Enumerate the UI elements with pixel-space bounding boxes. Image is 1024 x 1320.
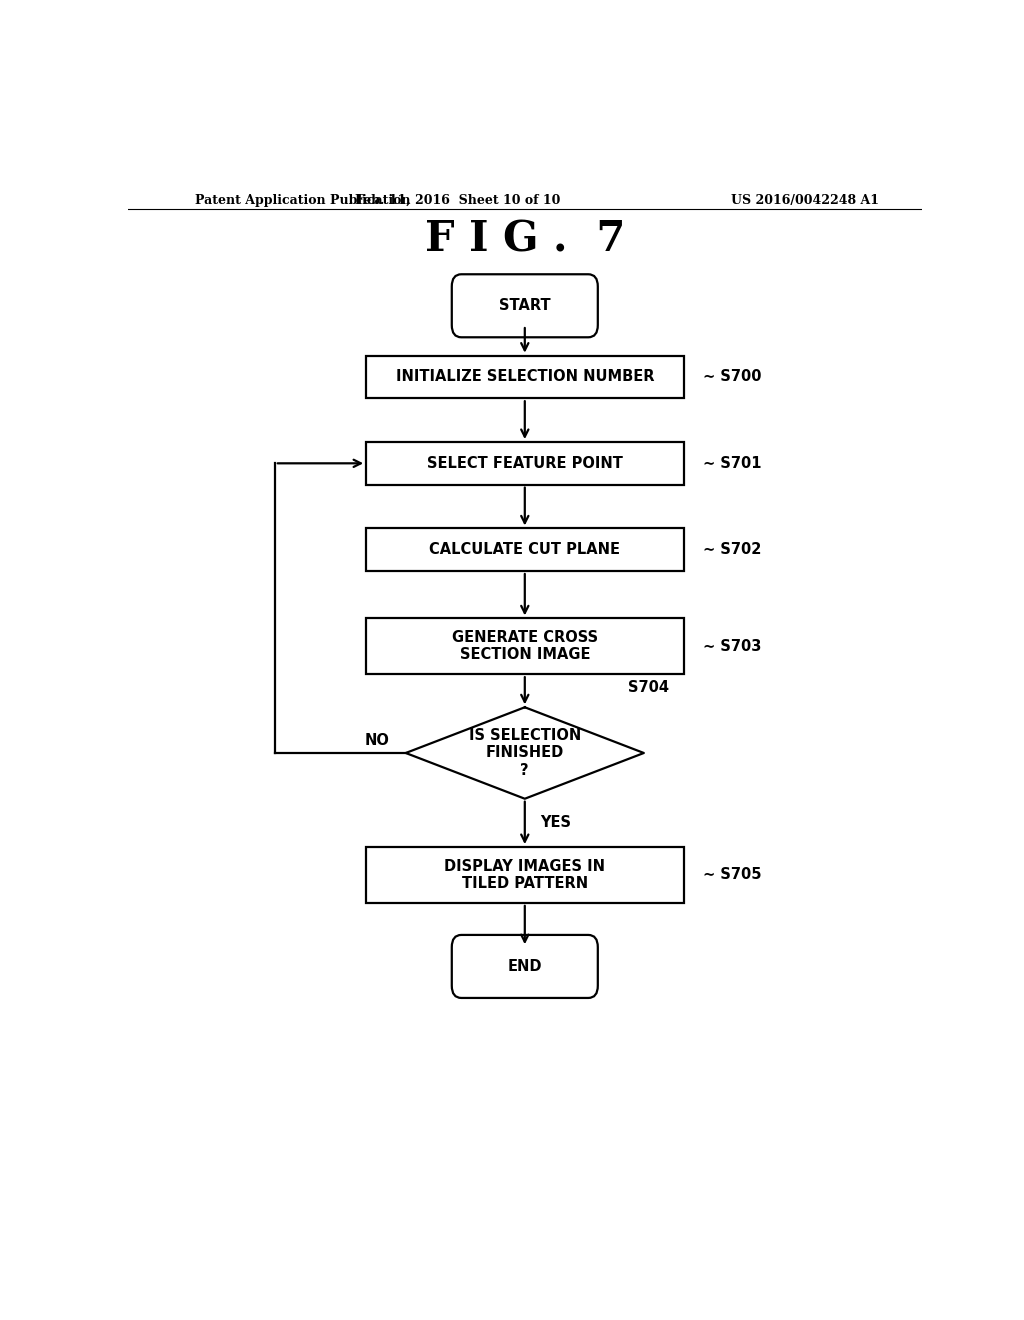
Text: ∼ S700: ∼ S700 (703, 370, 762, 384)
Text: Feb. 11, 2016  Sheet 10 of 10: Feb. 11, 2016 Sheet 10 of 10 (354, 194, 560, 206)
Text: GENERATE CROSS
SECTION IMAGE: GENERATE CROSS SECTION IMAGE (452, 630, 598, 663)
Text: ∼ S702: ∼ S702 (703, 543, 762, 557)
Bar (367, 618, 684, 675)
Text: INITIALIZE SELECTION NUMBER: INITIALIZE SELECTION NUMBER (395, 370, 654, 384)
Text: F I G .  7: F I G . 7 (425, 219, 625, 261)
Bar (367, 442, 684, 484)
Text: Patent Application Publication: Patent Application Publication (196, 194, 411, 206)
Bar (367, 355, 684, 399)
Text: ∼ S703: ∼ S703 (703, 639, 762, 653)
Text: DISPLAY IMAGES IN
TILED PATTERN: DISPLAY IMAGES IN TILED PATTERN (444, 859, 605, 891)
Text: IS SELECTION
FINISHED
?: IS SELECTION FINISHED ? (469, 729, 581, 777)
Text: CALCULATE CUT PLANE: CALCULATE CUT PLANE (429, 543, 621, 557)
Text: START: START (499, 298, 551, 313)
Text: SELECT FEATURE POINT: SELECT FEATURE POINT (427, 455, 623, 471)
Polygon shape (406, 708, 644, 799)
FancyBboxPatch shape (452, 275, 598, 338)
Bar (367, 847, 684, 903)
Text: US 2016/0042248 A1: US 2016/0042248 A1 (731, 194, 880, 206)
FancyBboxPatch shape (452, 935, 598, 998)
Text: NO: NO (365, 733, 390, 748)
Text: ∼ S701: ∼ S701 (703, 455, 762, 471)
Bar (367, 528, 684, 572)
Text: END: END (508, 958, 542, 974)
Text: S704: S704 (628, 680, 669, 696)
Text: YES: YES (541, 816, 571, 830)
Text: ∼ S705: ∼ S705 (703, 867, 762, 883)
